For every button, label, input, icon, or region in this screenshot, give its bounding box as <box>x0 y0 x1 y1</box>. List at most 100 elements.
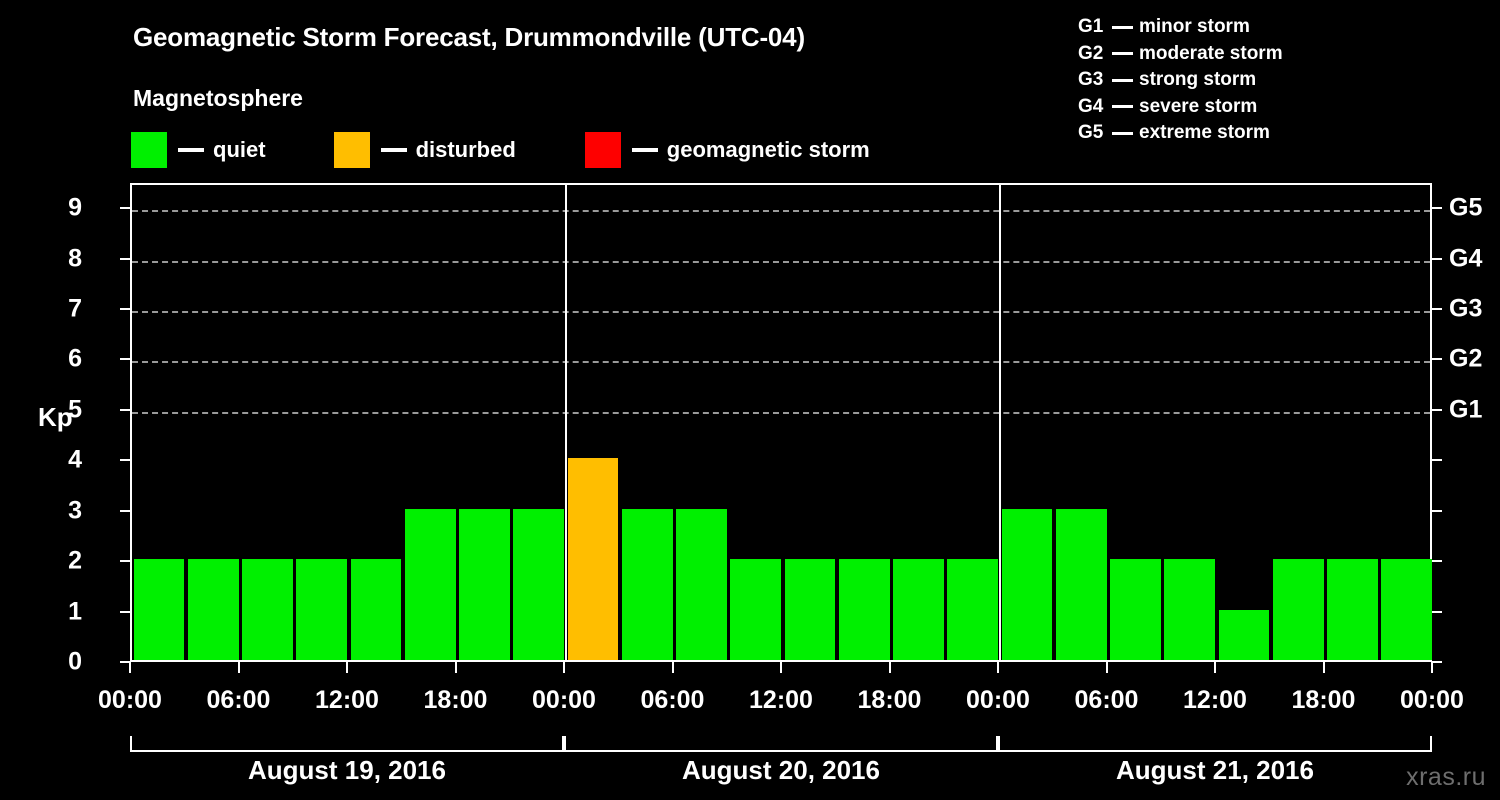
g-description: extreme storm <box>1139 122 1270 144</box>
g-legend-row-g4: G4 severe storm <box>1078 94 1283 121</box>
date-label: August 20, 2016 <box>682 755 880 785</box>
right-axis-tick <box>1431 661 1442 663</box>
legend-label: disturbed <box>415 137 516 162</box>
y-axis-tick <box>120 661 131 663</box>
y-axis-tick-label: 4 <box>68 445 82 474</box>
g-axis-tick-label: G4 <box>1449 244 1483 273</box>
bar[interactable] <box>567 458 619 660</box>
bar[interactable] <box>1164 559 1215 660</box>
y-axis-tick-label: 8 <box>68 244 82 273</box>
g-dash-icon <box>1112 78 1133 82</box>
date-bracket <box>130 736 564 752</box>
y-axis-tick <box>120 257 131 260</box>
bar[interactable] <box>350 559 402 660</box>
x-axis-tick-label: 18:00 <box>1291 686 1356 714</box>
bar[interactable] <box>893 559 944 660</box>
x-axis-tick <box>1322 662 1325 673</box>
g-legend-row-g5: G5 extreme storm <box>1078 120 1283 147</box>
legend-dash-icon <box>631 148 658 152</box>
bar[interactable] <box>404 508 456 660</box>
x-axis-tick <box>563 662 565 673</box>
bar[interactable] <box>730 559 781 660</box>
y-axis-tick <box>120 408 131 411</box>
x-axis-tick-label: 18:00 <box>857 686 922 714</box>
y-axis-tick-label: 5 <box>68 395 82 424</box>
day-divider <box>565 185 567 660</box>
bar[interactable] <box>1218 609 1270 660</box>
x-axis-tick-label: 00:00 <box>966 686 1030 714</box>
date-bracket <box>564 736 998 752</box>
y-axis-tick-label: 7 <box>68 294 82 323</box>
plot-inner <box>132 185 1432 660</box>
bar[interactable] <box>838 559 890 660</box>
gridline <box>132 260 1430 263</box>
g-description: strong storm <box>1139 69 1257 91</box>
right-axis-tick <box>1431 308 1442 311</box>
y-axis-tick <box>120 207 131 210</box>
x-axis-tick-label: 00:00 <box>98 686 162 714</box>
x-axis-tick <box>1105 662 1108 673</box>
bar[interactable] <box>621 508 673 660</box>
x-axis-tick-label: 12:00 <box>749 686 813 714</box>
y-axis-tick-label: 3 <box>68 496 82 525</box>
x-axis-tick-label: 18:00 <box>423 686 488 714</box>
gridline <box>132 411 1430 414</box>
bar[interactable] <box>1110 559 1161 660</box>
g-dash-icon <box>1112 131 1133 135</box>
y-axis-tick-label: 6 <box>68 344 82 373</box>
right-axis-tick <box>1431 257 1442 260</box>
right-axis-tick <box>1431 509 1442 512</box>
y-axis-tick <box>120 308 131 311</box>
date-label: August 19, 2016 <box>248 755 446 785</box>
bar[interactable] <box>242 559 293 660</box>
bar[interactable] <box>947 559 998 660</box>
x-axis-tick <box>454 662 457 673</box>
g-code: G4 <box>1078 95 1104 117</box>
g-axis-tick-label: G1 <box>1449 395 1483 424</box>
bar[interactable] <box>784 559 836 660</box>
x-axis-tick-label: 12:00 <box>315 686 379 714</box>
x-axis-tick <box>129 662 131 673</box>
g-description: severe storm <box>1139 95 1258 117</box>
right-axis-tick <box>1431 207 1442 210</box>
legend-dash-icon <box>380 148 407 152</box>
gridline <box>132 311 1430 314</box>
bar[interactable] <box>513 508 564 660</box>
watermark: xras.ru <box>1406 763 1486 791</box>
g-legend-row-g3: G3 strong storm <box>1078 67 1283 94</box>
legend-dash-icon <box>178 148 204 152</box>
bar[interactable] <box>459 508 510 660</box>
bar[interactable] <box>1001 508 1053 660</box>
y-axis-tick <box>120 358 131 361</box>
plot-area <box>130 183 1432 662</box>
bar[interactable] <box>296 559 347 660</box>
g-code: G5 <box>1078 122 1104 144</box>
g-dash-icon <box>1112 52 1133 56</box>
x-axis-tick-label: 06:00 <box>206 686 271 714</box>
bar[interactable] <box>133 559 185 660</box>
bar[interactable] <box>1272 559 1324 660</box>
legend-entry-geomagnetic-storm: geomagnetic storm <box>584 131 870 169</box>
g-description: moderate storm <box>1139 42 1283 64</box>
bar[interactable] <box>187 559 239 660</box>
quiet-swatch <box>131 132 167 168</box>
date-label: August 21, 2016 <box>1116 755 1314 785</box>
g-code: G1 <box>1078 16 1104 38</box>
bar[interactable] <box>1327 559 1378 660</box>
g-legend-row-g1: G1 minor storm <box>1078 14 1283 41</box>
right-axis-tick <box>1431 459 1442 462</box>
x-axis-tick <box>346 662 348 673</box>
y-axis-tick-label: 1 <box>68 597 82 626</box>
date-bracket <box>998 736 1432 752</box>
bar[interactable] <box>1055 508 1107 660</box>
bar[interactable] <box>676 508 727 660</box>
g-code: G3 <box>1078 69 1104 91</box>
x-axis-tick <box>888 662 891 673</box>
bar[interactable] <box>1381 559 1432 660</box>
gridline <box>132 210 1430 213</box>
chart-subtitle: Magnetosphere <box>133 85 303 111</box>
g-dash-icon <box>1112 25 1133 29</box>
right-axis-tick <box>1431 358 1442 361</box>
g-axis-tick-label: G2 <box>1449 344 1483 373</box>
